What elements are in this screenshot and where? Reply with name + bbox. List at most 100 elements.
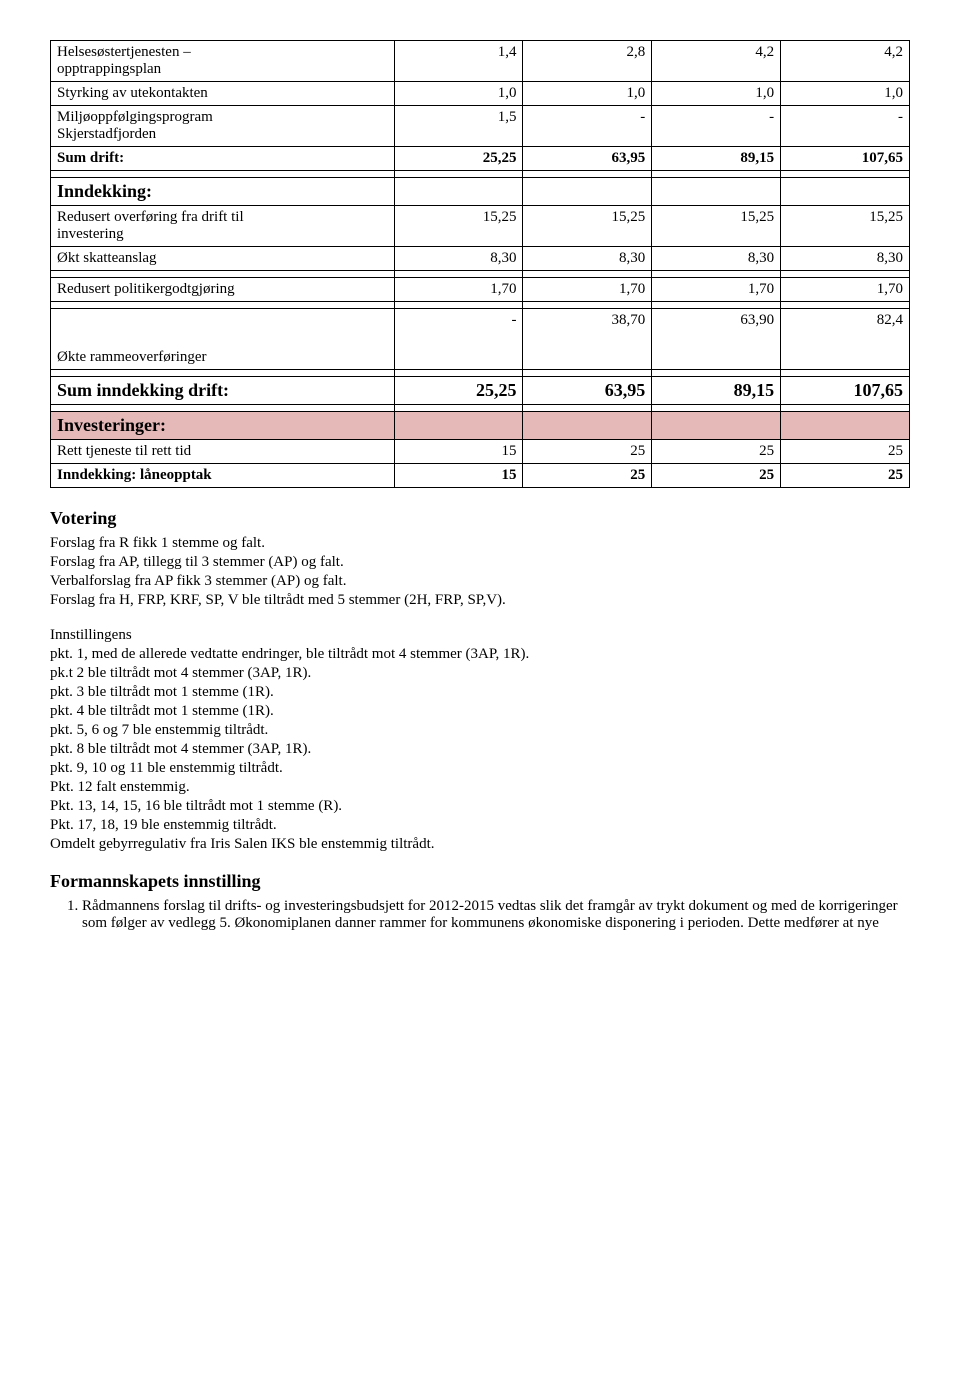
table-cell: 8,30 [781, 247, 910, 271]
table-cell: 1,70 [652, 278, 781, 302]
innstillingens-heading: Innstillingens [50, 627, 910, 644]
table-cell [652, 178, 781, 206]
table-cell: 107,65 [781, 377, 910, 405]
table-cell [523, 405, 652, 412]
table-cell: 1,70 [523, 278, 652, 302]
table-cell: - [523, 106, 652, 147]
table-cell [394, 412, 523, 440]
table-row-label: Redusert overføring fra drift til invest… [51, 206, 395, 247]
table-cell: 4,2 [781, 41, 910, 82]
table-cell: 1,0 [523, 82, 652, 106]
table-cell: 82,4 [781, 309, 910, 370]
table-cell: 8,30 [652, 247, 781, 271]
table-cell [394, 171, 523, 178]
table-row-label [51, 302, 395, 309]
table-cell: 1,5 [394, 106, 523, 147]
table-cell [523, 171, 652, 178]
table-cell [652, 412, 781, 440]
table-cell [781, 271, 910, 278]
innstillingens-line: pkt. 9, 10 og 11 ble enstemmig tiltrådt. [50, 760, 910, 777]
innstillingens-line: Pkt. 17, 18, 19 ble enstemmig tiltrådt. [50, 817, 910, 834]
table-cell: 107,65 [781, 147, 910, 171]
table-cell: 1,70 [394, 278, 523, 302]
table-cell: 38,70 [523, 309, 652, 370]
table-cell: 1,0 [781, 82, 910, 106]
table-cell [781, 178, 910, 206]
table-cell: 63,95 [523, 147, 652, 171]
table-cell: 25 [781, 440, 910, 464]
table-cell [523, 302, 652, 309]
table-cell: 2,8 [523, 41, 652, 82]
table-row-label: Økt skatteanslag [51, 247, 395, 271]
table-cell [652, 370, 781, 377]
table-row-label: Helsesøstertjenesten – opptrappingsplan [51, 41, 395, 82]
table-cell [523, 412, 652, 440]
innstillingens-line: pkt. 8 ble tiltrådt mot 4 stemmer (3AP, … [50, 741, 910, 758]
table-cell: 63,90 [652, 309, 781, 370]
table-cell: 89,15 [652, 147, 781, 171]
table-row-label: Sum inndekking drift: [51, 377, 395, 405]
table-row-label: Inndekking: låneopptak [51, 464, 395, 488]
votering-line: Forslag fra H, FRP, KRF, SP, V ble tiltr… [50, 592, 910, 609]
table-cell [781, 405, 910, 412]
table-cell [652, 171, 781, 178]
table-cell: 15 [394, 440, 523, 464]
table-cell: 1,4 [394, 41, 523, 82]
table-cell: 15,25 [394, 206, 523, 247]
table-cell: 8,30 [523, 247, 652, 271]
innstillingens-line: pkt. 3 ble tiltrådt mot 1 stemme (1R). [50, 684, 910, 701]
table-row-label: Økte rammeoverføringer [51, 309, 395, 370]
formannskapets-heading: Formannskapets innstilling [50, 871, 910, 892]
table-cell: 25 [523, 440, 652, 464]
table-cell [652, 271, 781, 278]
formannskapets-item: Rådmannens forslag til drifts- og invest… [82, 898, 910, 932]
table-cell [523, 370, 652, 377]
table-cell: 8,30 [394, 247, 523, 271]
table-cell [394, 302, 523, 309]
table-cell: 25 [652, 440, 781, 464]
innstillingens-line: Pkt. 12 falt enstemmig. [50, 779, 910, 796]
table-row-label [51, 171, 395, 178]
table-cell: 15,25 [652, 206, 781, 247]
formannskapets-list: Rådmannens forslag til drifts- og invest… [50, 898, 910, 932]
budget-table: Helsesøstertjenesten – opptrappingsplan1… [50, 40, 910, 488]
table-cell: 25,25 [394, 377, 523, 405]
table-cell [394, 370, 523, 377]
table-row-label: Investeringer: [51, 412, 395, 440]
innstillingens-line: pkt. 5, 6 og 7 ble enstemmig tiltrådt. [50, 722, 910, 739]
table-cell [781, 171, 910, 178]
table-cell: 15 [394, 464, 523, 488]
table-cell [394, 178, 523, 206]
table-row-label: Rett tjeneste til rett tid [51, 440, 395, 464]
table-row-label: Redusert politikergodtgjøring [51, 278, 395, 302]
table-cell: 15,25 [523, 206, 652, 247]
innstillingens-line: Omdelt gebyrregulativ fra Iris Salen IKS… [50, 836, 910, 853]
table-cell [394, 405, 523, 412]
table-cell [523, 178, 652, 206]
table-cell: - [652, 106, 781, 147]
table-row-label: Styrking av utekontakten [51, 82, 395, 106]
innstillingens-line: pkt. 4 ble tiltrådt mot 1 stemme (1R). [50, 703, 910, 720]
table-cell: 1,0 [652, 82, 781, 106]
table-cell [523, 271, 652, 278]
votering-heading: Votering [50, 508, 910, 529]
table-cell: 25,25 [394, 147, 523, 171]
table-cell [652, 405, 781, 412]
table-cell: 89,15 [652, 377, 781, 405]
table-cell: - [394, 309, 523, 370]
table-cell: 25 [523, 464, 652, 488]
innstillingens-line: pkt. 1, med de allerede vedtatte endring… [50, 646, 910, 663]
table-cell [652, 302, 781, 309]
votering-line: Forslag fra AP, tillegg til 3 stemmer (A… [50, 554, 910, 571]
innstillingens-line: Pkt. 13, 14, 15, 16 ble tiltrådt mot 1 s… [50, 798, 910, 815]
table-cell [781, 370, 910, 377]
table-cell [781, 302, 910, 309]
votering-line: Forslag fra R fikk 1 stemme og falt. [50, 535, 910, 552]
table-row-label [51, 405, 395, 412]
table-cell: 4,2 [652, 41, 781, 82]
table-cell: - [781, 106, 910, 147]
table-row-label [51, 271, 395, 278]
table-cell [781, 412, 910, 440]
innstillingens-line: pk.t 2 ble tiltrådt mot 4 stemmer (3AP, … [50, 665, 910, 682]
table-cell: 1,0 [394, 82, 523, 106]
